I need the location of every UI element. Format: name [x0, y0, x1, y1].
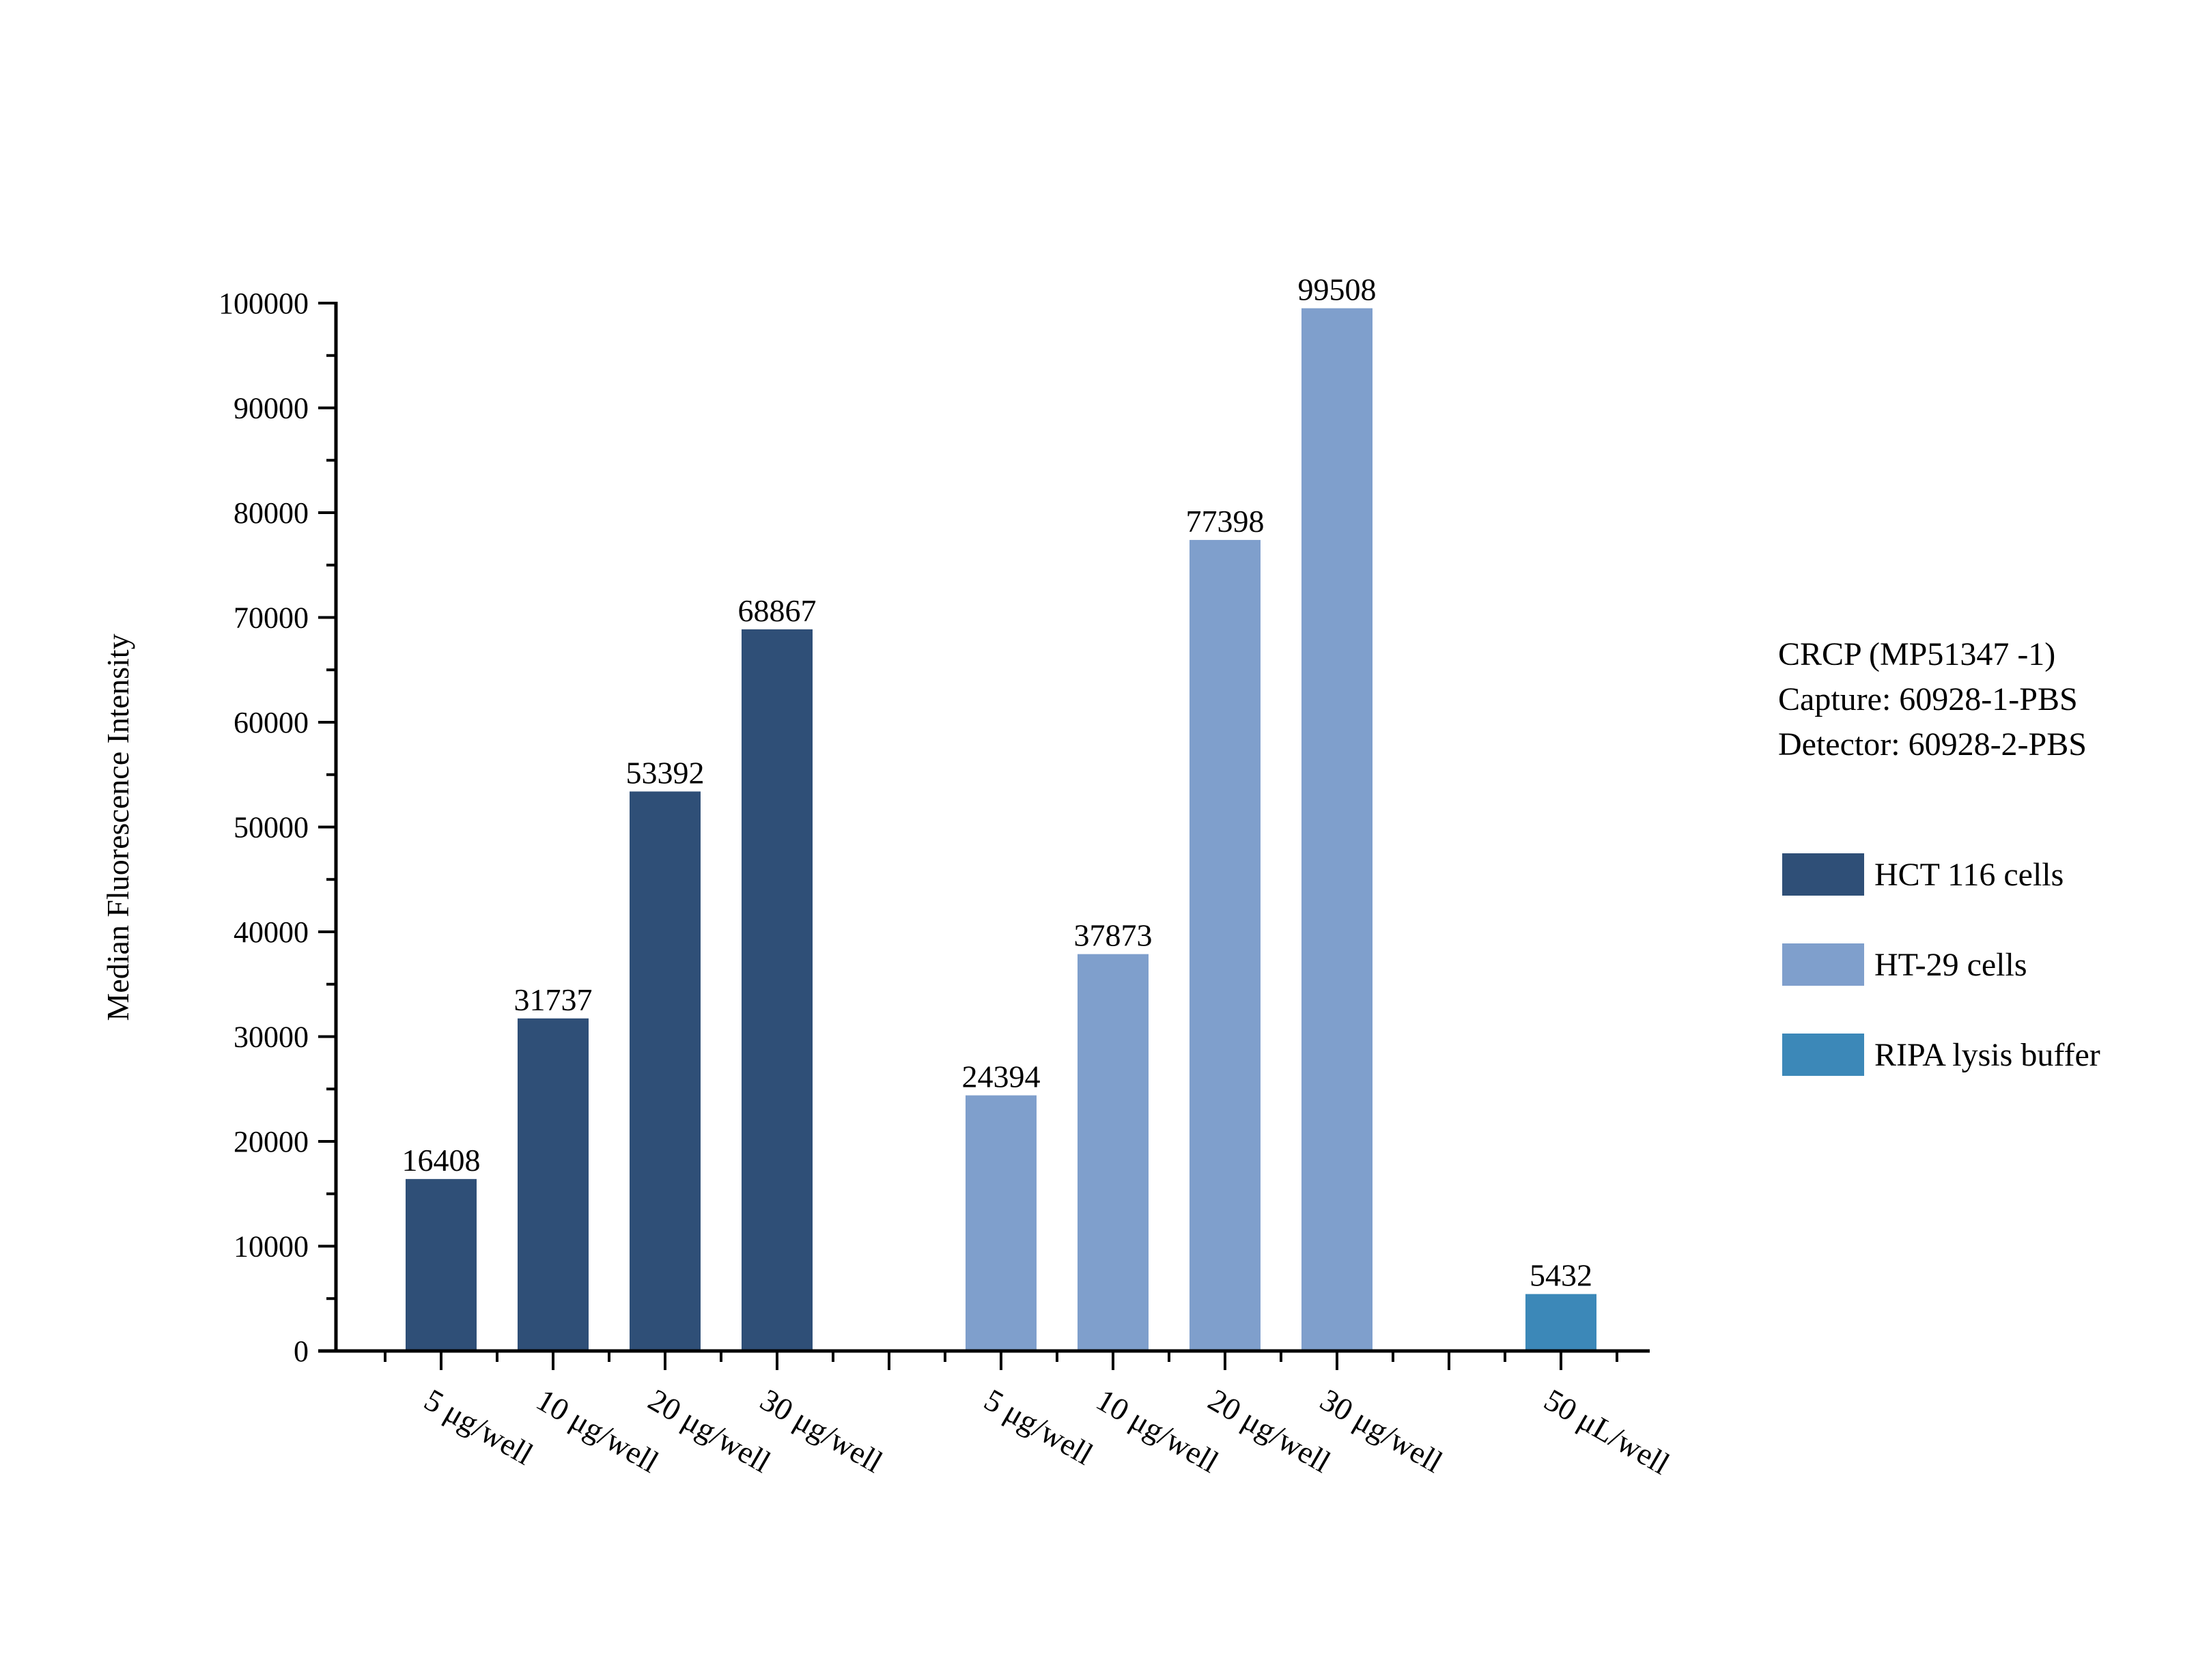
data-label: 31737	[514, 982, 593, 1017]
plot-area: 16408 5 μg/well 31737 10 μg/well 53392 20 μg/…	[219, 272, 1676, 1481]
bar	[630, 791, 701, 1351]
x-tick-label: 10 μg/well	[531, 1382, 664, 1479]
x-tick-label: 10 μg/well	[1090, 1382, 1224, 1479]
legend-label: RIPA lysis buffer	[1874, 1037, 2100, 1073]
data-label: 68867	[738, 593, 817, 628]
data-label: 53392	[626, 755, 705, 790]
data-label: 99508	[1298, 272, 1377, 307]
annotation-line-1: CRCP (MP51347 -1)	[1778, 636, 2055, 672]
bar	[518, 1018, 589, 1351]
x-tick-label: 5 μg/well	[419, 1382, 539, 1471]
x-tick-label: 20 μg/well	[1202, 1382, 1336, 1479]
y-tick-label: 90000	[234, 392, 309, 425]
x-tick-label: 5 μg/well	[979, 1382, 1099, 1471]
y-tick-label: 60000	[234, 706, 309, 739]
annotation-line-2: Capture: 60928-1-PBS	[1778, 681, 2078, 717]
legend-swatch	[1782, 1034, 1864, 1076]
chart-annotation: CRCP (MP51347 -1) Capture: 60928-1-PBS D…	[1778, 636, 2087, 763]
y-axis-label: Median Fluorescence Intensity	[100, 633, 135, 1021]
y-tick-label: 10000	[234, 1230, 309, 1264]
data-label: 5432	[1530, 1258, 1592, 1293]
data-label: 77398	[1186, 504, 1265, 539]
y-tick-label: 30000	[234, 1021, 309, 1054]
y-tick-label: 80000	[234, 496, 309, 530]
bar	[1078, 954, 1149, 1351]
x-tick-label: 20 μg/well	[643, 1382, 776, 1479]
bar	[966, 1095, 1037, 1351]
bar	[406, 1179, 477, 1351]
legend-swatch	[1782, 853, 1864, 896]
y-tick-label: 0	[294, 1335, 309, 1368]
y-tick-label: 50000	[234, 811, 309, 844]
data-label: 37873	[1074, 918, 1153, 953]
y-tick-label: 100000	[219, 287, 309, 320]
x-tick-label: 30 μg/well	[755, 1382, 888, 1479]
legend-label: HCT 116 cells	[1874, 857, 2064, 893]
y-tick-label: 40000	[234, 915, 309, 949]
x-tick-label: 50 μL/well	[1538, 1382, 1676, 1481]
chart-legend: HCT 116 cells HT-29 cells RIPA lysis buffe…	[1782, 853, 2100, 1076]
y-tick-label: 20000	[234, 1125, 309, 1158]
x-tick-label: 30 μg/well	[1314, 1382, 1448, 1479]
bar	[1525, 1294, 1596, 1351]
bar	[1301, 308, 1372, 1351]
bar	[1190, 539, 1261, 1351]
y-tick-label: 70000	[234, 601, 309, 635]
data-label: 16408	[402, 1143, 481, 1178]
annotation-line-3: Detector: 60928-2-PBS	[1778, 726, 2087, 763]
data-label: 24394	[962, 1059, 1041, 1094]
legend-swatch	[1782, 943, 1864, 986]
bar	[742, 629, 813, 1351]
legend-label: HT-29 cells	[1874, 947, 2027, 983]
